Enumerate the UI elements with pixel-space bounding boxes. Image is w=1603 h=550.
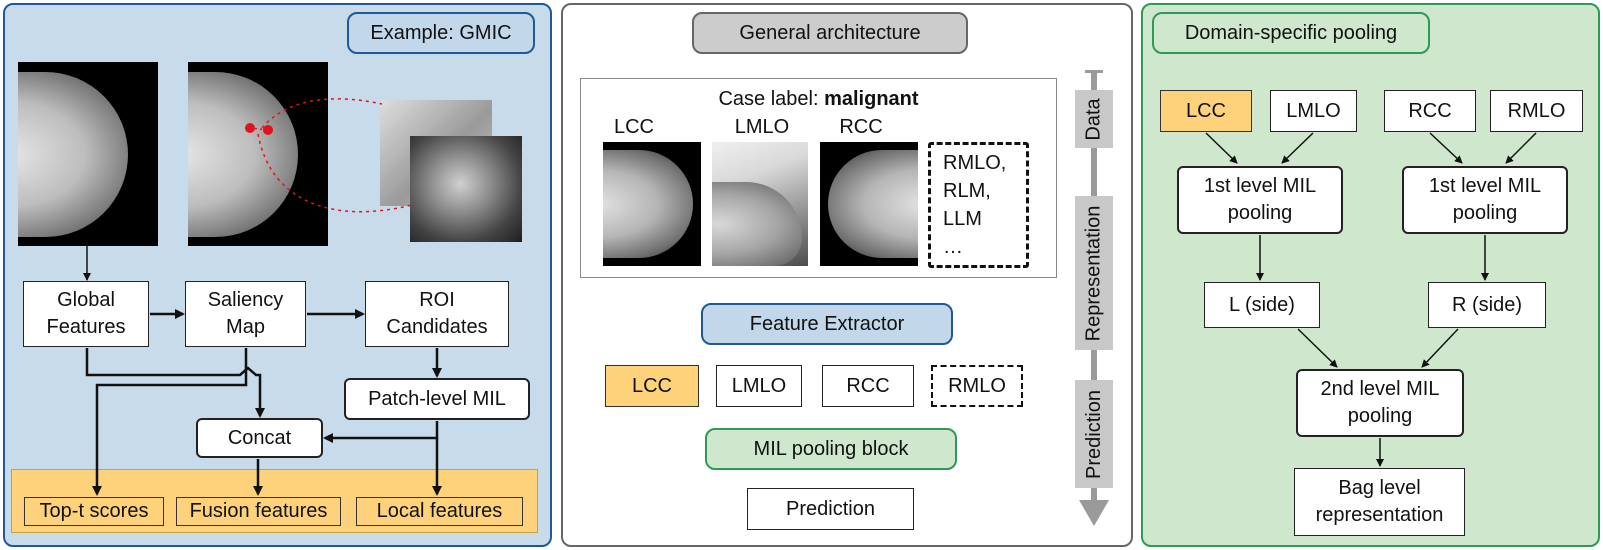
axis-top-tick bbox=[1085, 70, 1103, 73]
roi-patch-zoom-image bbox=[410, 136, 522, 242]
fusion-features-box: Fusion features bbox=[176, 497, 341, 526]
first-level-mil-left-box: 1st level MIL pooling bbox=[1177, 166, 1343, 234]
case-label-prefix: Case label: bbox=[718, 88, 825, 110]
prediction-box: Prediction bbox=[747, 488, 914, 530]
right-lmlo-box: LMLO bbox=[1270, 90, 1357, 132]
case-label-value: malignant bbox=[824, 88, 919, 110]
axis-arrow-head bbox=[1079, 500, 1109, 526]
lmlo-image bbox=[712, 142, 808, 266]
case-label: Case label: malignant bbox=[580, 88, 1057, 111]
roi-candidates-box: ROI Candidates bbox=[365, 281, 509, 347]
domain-pooling-panel bbox=[1141, 3, 1600, 547]
feature-lmlo-box: LMLO bbox=[716, 365, 802, 407]
gmic-title: Example: GMIC bbox=[347, 12, 535, 54]
rcc-image bbox=[820, 142, 918, 266]
mil-pooling-block-pill: MIL pooling block bbox=[705, 428, 957, 470]
feature-extractor-pill: Feature Extractor bbox=[701, 303, 953, 345]
feature-rcc-box: RCC bbox=[822, 365, 914, 407]
case-frame bbox=[580, 78, 1057, 278]
l-side-box: L (side) bbox=[1204, 282, 1320, 328]
lcc-image bbox=[603, 142, 701, 266]
second-level-mil-box: 2nd level MIL pooling bbox=[1296, 369, 1464, 437]
global-features-box: Global Features bbox=[23, 281, 149, 347]
axis-label-representation: Representation bbox=[1075, 196, 1113, 350]
feature-lcc-box: LCC bbox=[605, 365, 699, 407]
right-rcc-box: RCC bbox=[1384, 90, 1476, 132]
other-views-box: RMLO, RLM, LLM … bbox=[928, 142, 1029, 268]
view-label-lmlo: LMLO bbox=[734, 116, 790, 138]
feature-rmlo-box: RMLO bbox=[931, 365, 1023, 407]
local-features-box: Local features bbox=[356, 497, 523, 526]
mammogram-image bbox=[18, 62, 158, 246]
general-architecture-title: General architecture bbox=[692, 12, 968, 54]
concat-box: Concat bbox=[196, 418, 323, 458]
domain-pooling-title: Domain-specific pooling bbox=[1152, 12, 1430, 54]
right-lcc-box: LCC bbox=[1160, 90, 1252, 132]
saliency-mammogram-image bbox=[188, 62, 328, 246]
axis-label-data: Data bbox=[1075, 90, 1113, 148]
first-level-mil-right-box: 1st level MIL pooling bbox=[1402, 166, 1568, 234]
r-side-box: R (side) bbox=[1428, 282, 1546, 328]
view-label-rcc: RCC bbox=[839, 116, 883, 138]
patch-level-mil-box: Patch-level MIL bbox=[344, 378, 530, 420]
saliency-map-box: Saliency Map bbox=[185, 281, 306, 347]
top-t-scores-box: Top-t scores bbox=[24, 497, 164, 526]
view-label-lcc: LCC bbox=[613, 116, 654, 138]
axis-label-prediction: Prediction bbox=[1075, 380, 1113, 488]
right-rmlo-box: RMLO bbox=[1490, 90, 1583, 132]
bag-level-representation-box: Bag level representation bbox=[1294, 468, 1465, 536]
